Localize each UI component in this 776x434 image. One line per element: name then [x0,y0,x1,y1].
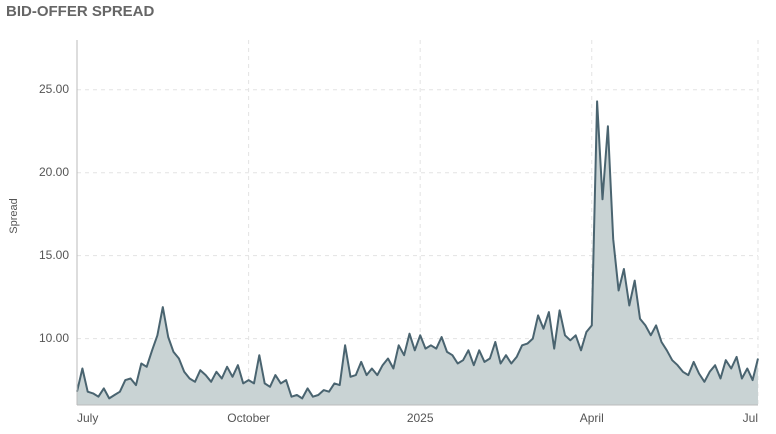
y-tick-label: 25.00 [39,82,69,96]
x-tick-label: July [77,411,98,425]
x-tick-label: 2025 [407,411,434,425]
y-tick-label: 15.00 [39,248,69,262]
y-tick-label: 20.00 [39,165,69,179]
x-tick-label: April [580,411,604,425]
line [76,100,759,400]
y-axis-label: Spread [8,198,20,233]
chart-title: BID-OFFER SPREAD [6,3,155,20]
x-tick-label: October [227,411,270,425]
y-tick-label: 10.00 [39,331,69,345]
x-tick-label: Jul [743,411,758,425]
